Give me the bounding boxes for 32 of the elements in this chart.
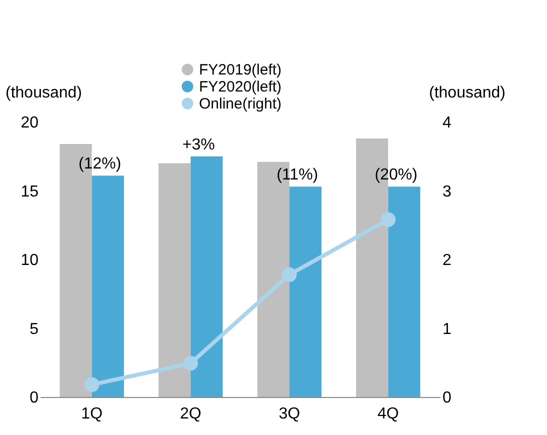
y-tick-label: 20	[20, 114, 39, 132]
y-tick-label: 5	[30, 320, 39, 338]
bar	[190, 156, 223, 397]
y2-tick-label: 1	[442, 320, 452, 338]
x-tick-label: 2Q	[180, 406, 202, 422]
point	[282, 267, 297, 282]
x-tick-label: 3Q	[278, 406, 300, 422]
x-tick-label: 1Q	[81, 406, 103, 422]
point	[380, 212, 396, 228]
point	[84, 377, 100, 392]
point	[183, 356, 198, 371]
legend-label: Online(right)	[199, 96, 282, 112]
bar	[92, 176, 124, 397]
y-tick-label: 10	[20, 252, 39, 269]
y2-axis-title: (thousand)	[429, 84, 506, 102]
y2-tick-label: 4	[442, 114, 452, 132]
y2-tick-label: 3	[442, 183, 452, 200]
legend-label: FY2019(left)	[199, 62, 282, 78]
y-axis-title: (thousand)	[6, 84, 82, 102]
bar	[388, 186, 420, 397]
x-tick-label: 4Q	[377, 406, 399, 422]
y2-tick-label: 0	[442, 390, 452, 406]
annotation: (11%)	[276, 166, 318, 184]
annotation: (12%)	[78, 156, 122, 173]
annotation: (20%)	[374, 166, 418, 184]
y-tick-label: 0	[30, 390, 39, 406]
y-tick-label: 15	[20, 183, 39, 200]
legend-label: FY2020(left)	[199, 78, 282, 96]
bar	[158, 163, 191, 397]
annotation: +3%	[182, 136, 215, 154]
y2-tick-label: 2	[442, 252, 452, 269]
bar	[289, 186, 322, 397]
